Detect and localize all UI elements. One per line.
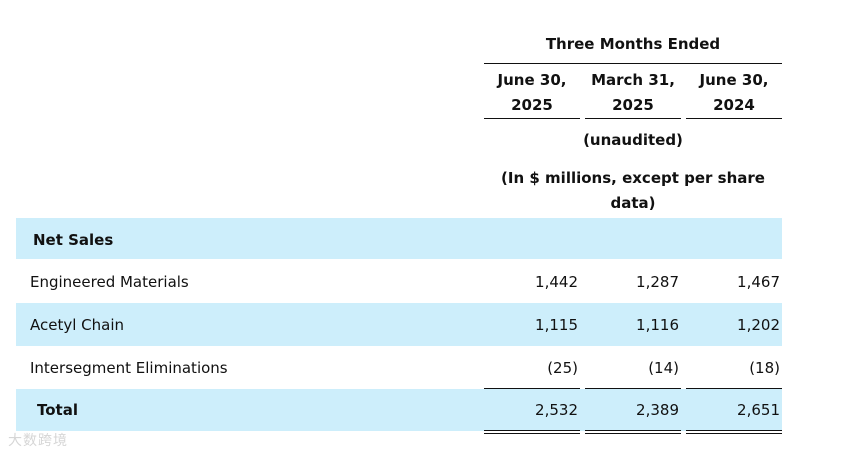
subtotal-rule: [484, 388, 580, 389]
value-intersegment-eliminations-jun-2024: (18): [749, 359, 780, 377]
column-header-underline: [686, 118, 782, 119]
value-engineered-materials-jun-2024: 1,467: [737, 273, 780, 291]
section-title: Net Sales: [33, 231, 114, 249]
value-engineered-materials-mar-2025: 1,287: [636, 273, 679, 291]
value-acetyl-chain-jun-2024: 1,202: [737, 316, 780, 334]
value-acetyl-chain-jun-2025: 1,115: [535, 316, 578, 334]
row-label-intersegment-eliminations: Intersegment Eliminations: [30, 359, 228, 377]
value-engineered-materials-jun-2025: 1,442: [535, 273, 578, 291]
watermark-logo: 大数跨境: [8, 433, 68, 449]
column-header-underline: [585, 118, 681, 119]
section-band-net-sales: [16, 218, 782, 259]
subtotal-rule: [686, 388, 782, 389]
unaudited-note: (unaudited): [583, 131, 683, 149]
column-header-jun-2025-line1: June 30,: [497, 71, 567, 89]
units-note-line2: data): [610, 194, 656, 212]
column-header-jun-2024-line1: June 30,: [699, 71, 769, 89]
period-title: Three Months Ended: [545, 35, 721, 53]
total-double-rule: [686, 430, 782, 434]
row-band-total: [16, 389, 782, 431]
column-header-underline: [484, 118, 580, 119]
column-header-mar-2025-line2: 2025: [612, 96, 654, 114]
subtotal-rule: [585, 388, 681, 389]
row-label-acetyl-chain: Acetyl Chain: [30, 316, 125, 334]
value-acetyl-chain-mar-2025: 1,116: [636, 316, 679, 334]
total-double-rule: [585, 430, 681, 434]
value-total-jun-2025: 2,532: [535, 401, 578, 419]
row-label-total: Total: [37, 401, 78, 419]
units-note-line1: (In $ millions, except per share: [501, 169, 765, 187]
column-header-mar-2025-line1: March 31,: [591, 71, 675, 89]
row-label-engineered-materials: Engineered Materials: [30, 273, 189, 291]
value-total-jun-2024: 2,651: [737, 401, 780, 419]
period-title-underline: [484, 63, 782, 64]
column-header-jun-2025-line2: 2025: [511, 96, 553, 114]
value-intersegment-eliminations-mar-2025: (14): [648, 359, 679, 377]
value-total-mar-2025: 2,389: [636, 401, 679, 419]
total-double-rule: [484, 430, 580, 434]
column-header-jun-2024-line2: 2024: [713, 96, 755, 114]
row-band-acetyl-chain: [16, 303, 782, 346]
value-intersegment-eliminations-jun-2025: (25): [547, 359, 578, 377]
